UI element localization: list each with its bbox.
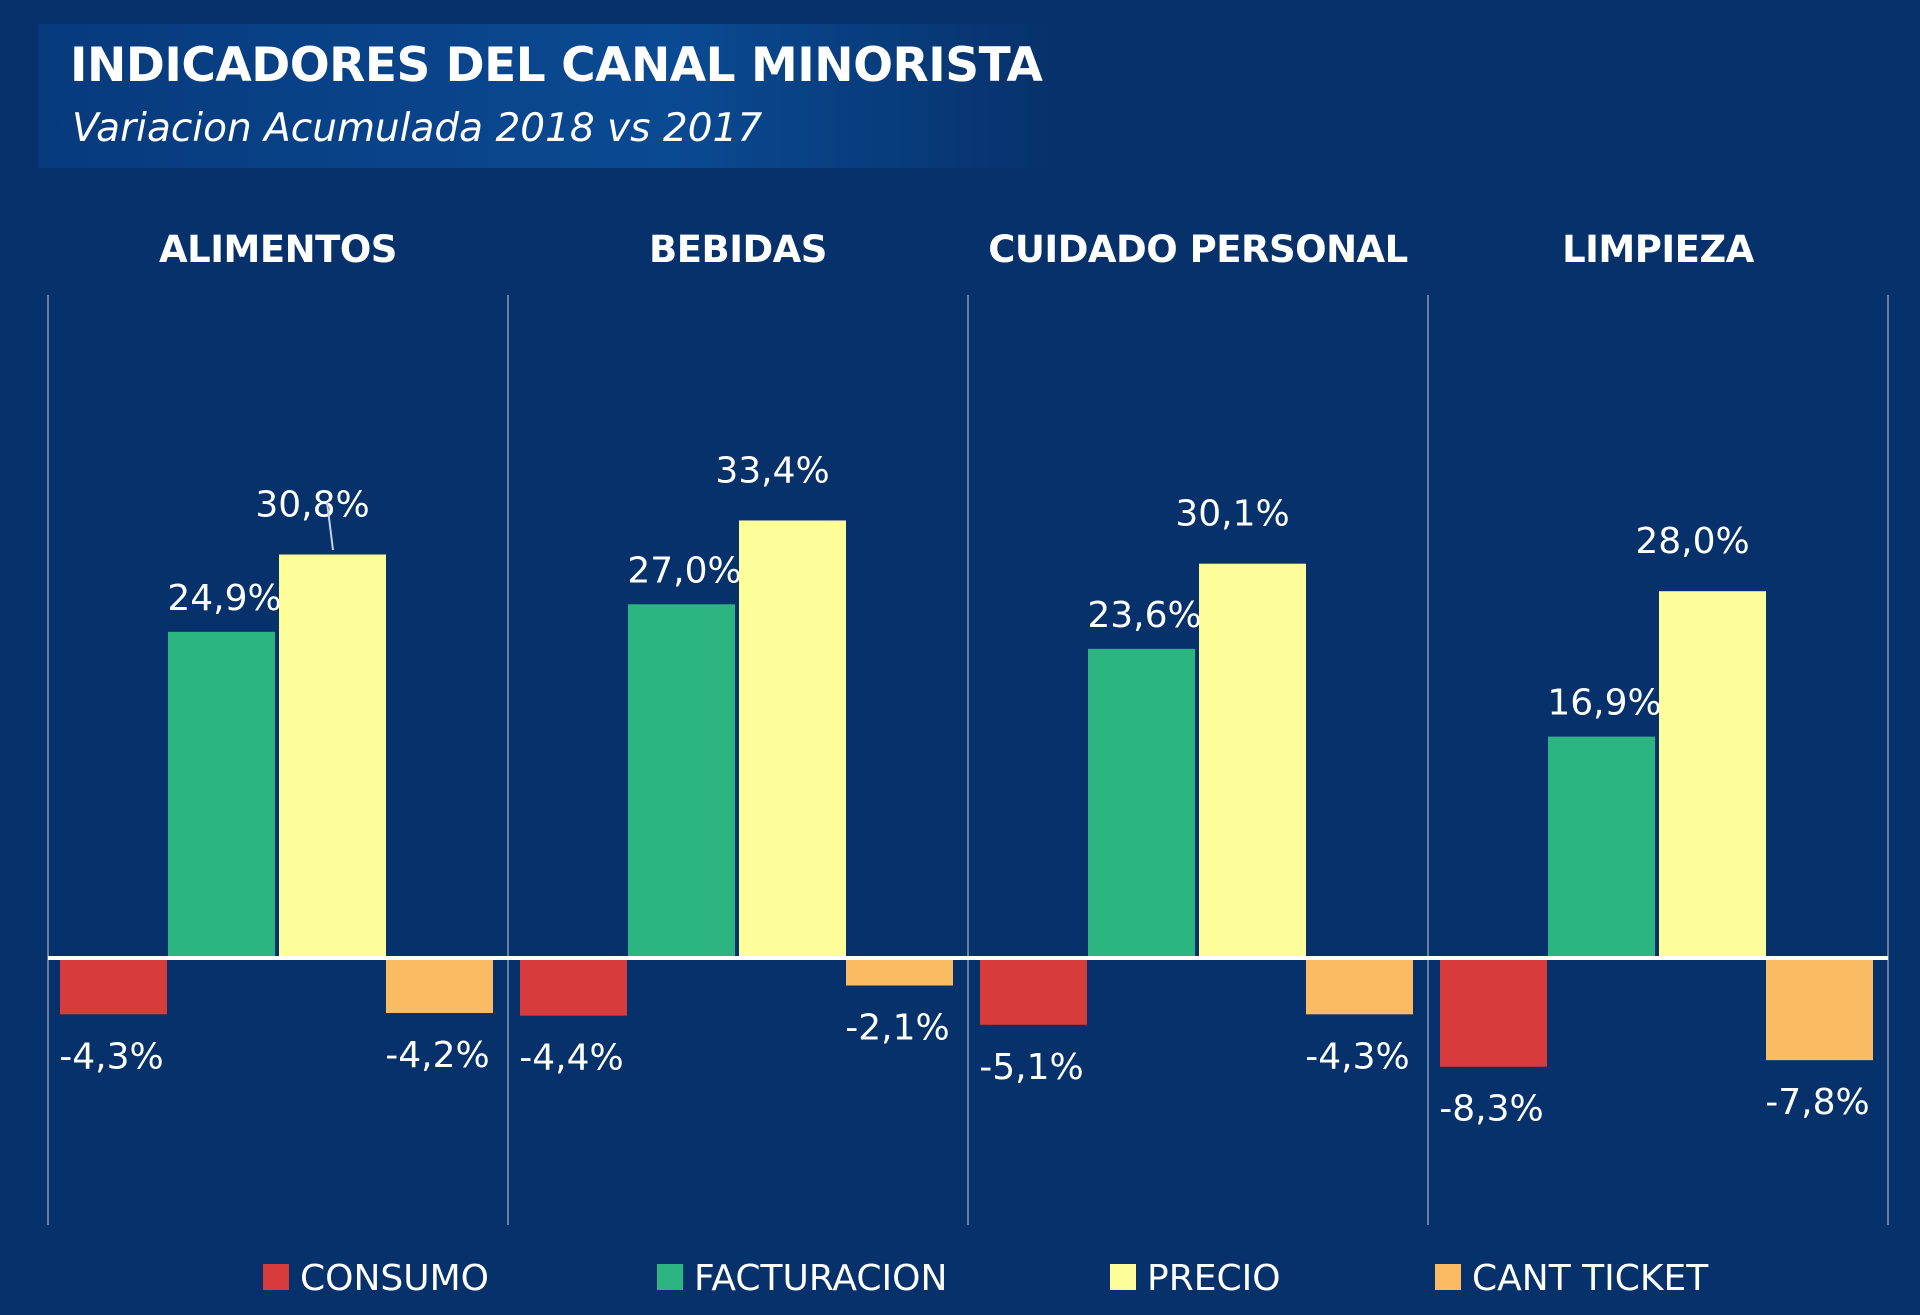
data-label-precio-alimentos: 30,8% (255, 485, 369, 526)
legend-swatch-precio (1110, 1264, 1136, 1290)
chart-subtitle: Variacion Acumulada 2018 vs 2017 (72, 106, 763, 151)
data-label-cant-ticket-limpieza: -7,8% (1765, 1082, 1869, 1123)
data-label-facturacion-bebidas: 27,0% (627, 550, 741, 591)
bar-cant-ticket-alimentos (386, 958, 493, 1014)
data-label-precio-bebidas: 33,4% (715, 450, 829, 491)
bar-cant-ticket-bebidas (846, 958, 953, 986)
data-label-precio-limpieza: 28,0% (1635, 521, 1749, 562)
data-label-cant-ticket-cuidado-personal: -4,3% (1305, 1036, 1409, 1077)
bar-cant-ticket-limpieza (1766, 958, 1873, 1061)
data-label-consumo-cuidado-personal: -5,1% (979, 1047, 1083, 1088)
data-label-cant-ticket-alimentos: -4,2% (385, 1035, 489, 1076)
legend-swatch-facturacion (657, 1264, 683, 1290)
legend-label-precio: PRECIO (1147, 1258, 1281, 1299)
legend-label-cant-ticket: CANT TICKET (1472, 1258, 1709, 1299)
bar-consumo-alimentos (60, 958, 167, 1015)
data-label-cant-ticket-bebidas: -2,1% (845, 1008, 949, 1049)
panel-title-alimentos: ALIMENTOS (159, 228, 397, 271)
bar-facturacion-alimentos (168, 631, 275, 958)
legend-label-facturacion: FACTURACION (694, 1258, 947, 1299)
bar-facturacion-limpieza (1548, 736, 1655, 958)
bar-precio-bebidas (739, 520, 846, 958)
bar-cant-ticket-cuidado-personal (1306, 958, 1413, 1015)
data-label-consumo-limpieza: -8,3% (1439, 1089, 1543, 1130)
legend-swatch-consumo (263, 1264, 289, 1290)
bar-precio-limpieza (1659, 591, 1766, 958)
label-leader-line (326, 501, 334, 551)
panel-title-cuidado-personal: CUIDADO PERSONAL (988, 228, 1408, 271)
bar-consumo-bebidas (520, 958, 627, 1016)
bar-consumo-cuidado-personal (980, 958, 1087, 1025)
data-label-facturacion-alimentos: 24,9% (167, 578, 281, 619)
data-label-consumo-alimentos: -4,3% (59, 1036, 163, 1077)
bar-precio-alimentos (279, 554, 386, 958)
panel-title-bebidas: BEBIDAS (649, 228, 827, 271)
chart-title: INDICADORES DEL CANAL MINORISTA (70, 38, 1043, 93)
data-label-facturacion-limpieza: 16,9% (1547, 683, 1661, 724)
legend-label-consumo: CONSUMO (300, 1258, 489, 1299)
bar-consumo-limpieza (1440, 958, 1547, 1067)
data-label-consumo-bebidas: -4,4% (519, 1038, 623, 1079)
panel-title-limpieza: LIMPIEZA (1562, 228, 1755, 271)
bar-facturacion-bebidas (628, 604, 735, 958)
bar-facturacion-cuidado-personal (1088, 648, 1195, 958)
data-label-facturacion-cuidado-personal: 23,6% (1087, 595, 1201, 636)
data-label-precio-cuidado-personal: 30,1% (1175, 494, 1289, 535)
title-banner (38, 24, 1058, 168)
legend-swatch-cant-ticket (1435, 1264, 1461, 1290)
bar-precio-cuidado-personal (1199, 563, 1306, 958)
